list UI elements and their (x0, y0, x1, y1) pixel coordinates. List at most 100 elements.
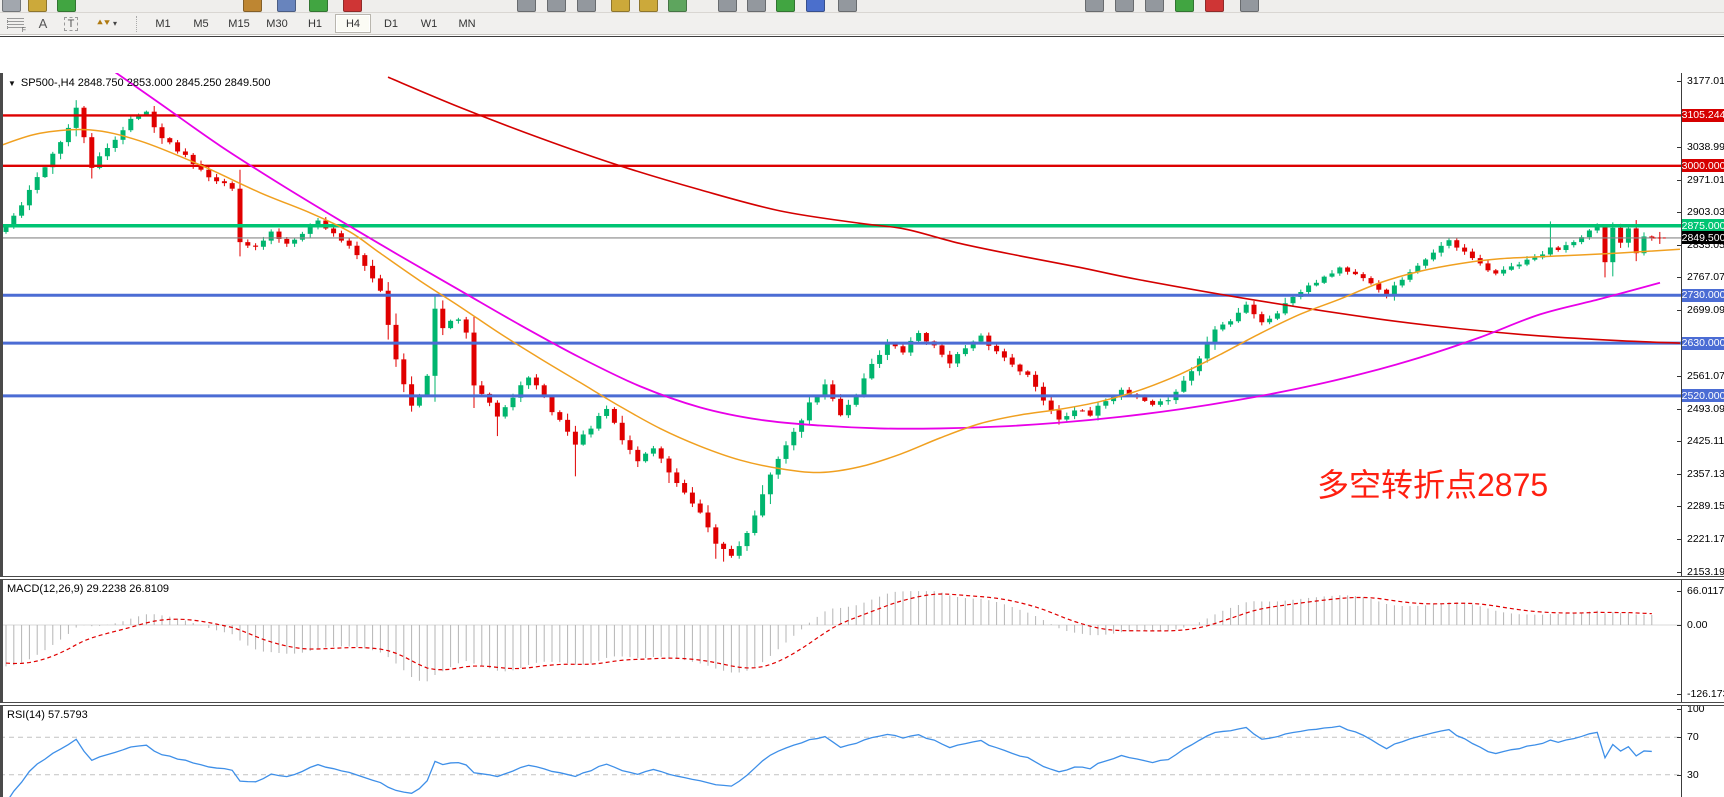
candlestick (1547, 247, 1553, 255)
candlestick (557, 412, 563, 420)
candlestick (479, 385, 485, 394)
toolbar-icon-fragment[interactable] (243, 0, 262, 12)
price-tick: 2221.170 (1687, 533, 1724, 546)
toolbar-icon-fragment[interactable] (1145, 0, 1164, 12)
toolbar-icon-fragment[interactable] (806, 0, 825, 12)
timeframe-button-d1[interactable]: D1 (383, 17, 399, 30)
candlestick (877, 354, 883, 364)
panel-separator[interactable] (0, 702, 1724, 706)
rsi-axis-tick: 100 (1687, 703, 1705, 715)
macd-axis[interactable]: 66.0117 0.00 -126.173 (1677, 580, 1724, 702)
toolbar-icon-fragment[interactable] (309, 0, 328, 12)
price-badge: 2520.000 (1681, 389, 1724, 403)
toolbar-icon-fragment[interactable] (718, 0, 737, 12)
toolbar-icon-fragment[interactable] (28, 0, 47, 12)
candlestick (175, 142, 181, 152)
macd-indicator-panel[interactable] (0, 580, 1681, 702)
panel-separator[interactable] (0, 576, 1724, 580)
candlestick (783, 445, 789, 459)
toolbar-icon-fragment[interactable] (668, 0, 687, 12)
toolbar-icon-fragment[interactable] (547, 0, 566, 12)
candlestick (1454, 240, 1460, 248)
price-badge: 2730.000 (1681, 288, 1724, 302)
price-tick: 2971.010 (1687, 173, 1724, 186)
candlestick (299, 233, 305, 240)
candlestick (1220, 324, 1226, 330)
timeframe-button-h1[interactable]: H1 (307, 17, 323, 30)
toolbar-icon-fragment[interactable] (277, 0, 296, 12)
candlestick (1181, 380, 1187, 392)
timeframe-button-m15[interactable]: M15 (228, 17, 250, 30)
text-label-tool-icon[interactable]: A (38, 16, 48, 31)
toolbar-icon-fragment[interactable] (639, 0, 658, 12)
macd-axis-tick: 66.0117 (1687, 585, 1724, 598)
candlestick (1235, 312, 1241, 322)
chart-title[interactable]: ▼ SP500-,H4 2848.750 2853.000 2845.250 28… (8, 77, 270, 89)
toolbar-icon-fragment[interactable] (1085, 0, 1104, 12)
candlestick (81, 107, 87, 138)
toolbar-icon-fragment[interactable] (1240, 0, 1259, 12)
candlestick (214, 177, 220, 182)
rsi-indicator-panel[interactable] (0, 706, 1681, 797)
toolbar-icon-fragment[interactable] (57, 0, 76, 12)
timeframe-button-m1[interactable]: M1 (155, 17, 171, 30)
timeframe-button-group: M1 M5 M15 M30 H1 H4 D1 W1 MN (144, 14, 486, 33)
candlestick (1438, 245, 1444, 253)
candlestick (1368, 278, 1374, 284)
price-axis[interactable]: 3177.0103038.9902971.0102903.0302835.050… (1677, 73, 1724, 578)
price-tick: 2561.070 (1687, 370, 1724, 383)
candlestick (705, 512, 711, 528)
fibonacci-icon[interactable]: F (0, 15, 30, 34)
timeframe-button-w1[interactable]: W1 (420, 17, 438, 30)
toolbar-icon-fragment[interactable] (517, 0, 536, 12)
toolbar-icon-fragment[interactable] (838, 0, 857, 12)
candlestick (1516, 264, 1522, 267)
timeframe-button-m5[interactable]: M5 (193, 17, 209, 30)
candlestick (830, 384, 836, 399)
macd-axis-tick: 0.00 (1687, 619, 1708, 631)
toolbar-icon-fragment[interactable] (611, 0, 630, 12)
candlestick (884, 343, 890, 355)
candlestick (89, 137, 95, 168)
timeframe-button-h4[interactable]: H4 (335, 14, 371, 33)
toolbar-icon-fragment[interactable] (343, 0, 362, 12)
toolbar-top-clipped[interactable] (0, 0, 1724, 13)
toolbar-icon-fragment[interactable] (1175, 0, 1194, 12)
main-price-chart[interactable] (0, 73, 1681, 576)
candlestick (1212, 329, 1218, 344)
candlestick (1204, 343, 1210, 359)
arrow-objects-icon[interactable]: ⯅⯆ ▾ (95, 18, 117, 29)
candlestick (1150, 400, 1156, 405)
candlestick (455, 319, 461, 321)
rsi-axis[interactable]: 10070300 (1677, 703, 1724, 797)
timeframe-button-mn[interactable]: MN (458, 17, 476, 30)
candlestick (752, 515, 758, 533)
price-tick: 2425.110 (1687, 435, 1724, 448)
toolbar-icon-fragment[interactable] (2, 0, 21, 12)
rsi-line (9, 725, 1652, 797)
candlestick (892, 343, 898, 347)
candlestick (1602, 226, 1608, 263)
candlestick (1384, 289, 1390, 296)
toolbar-icon-fragment[interactable] (1115, 0, 1134, 12)
candlestick (1594, 226, 1600, 231)
toolbar-icon-fragment[interactable] (747, 0, 766, 12)
toolbar-icon-fragment[interactable] (577, 0, 596, 12)
candlestick (643, 453, 649, 462)
toolbar-icon-fragment[interactable] (1205, 0, 1224, 12)
symbol-dropdown-icon[interactable]: ▼ (8, 79, 16, 88)
price-tick: 2357.130 (1687, 467, 1724, 480)
candlestick (401, 359, 407, 385)
price-tick: 3038.990 (1687, 141, 1724, 154)
timeframe-button-m30[interactable]: M30 (266, 17, 288, 30)
candlestick (939, 345, 945, 355)
candlestick (112, 139, 118, 148)
price-tick: 2153.190 (1687, 565, 1724, 578)
toolbar-icon-fragment[interactable] (776, 0, 795, 12)
candlestick (533, 377, 539, 386)
candlestick (869, 363, 875, 379)
text-tool-icon[interactable]: T (56, 15, 86, 33)
candlestick (1446, 240, 1452, 246)
candlestick (970, 341, 976, 349)
candlestick (1025, 371, 1031, 375)
